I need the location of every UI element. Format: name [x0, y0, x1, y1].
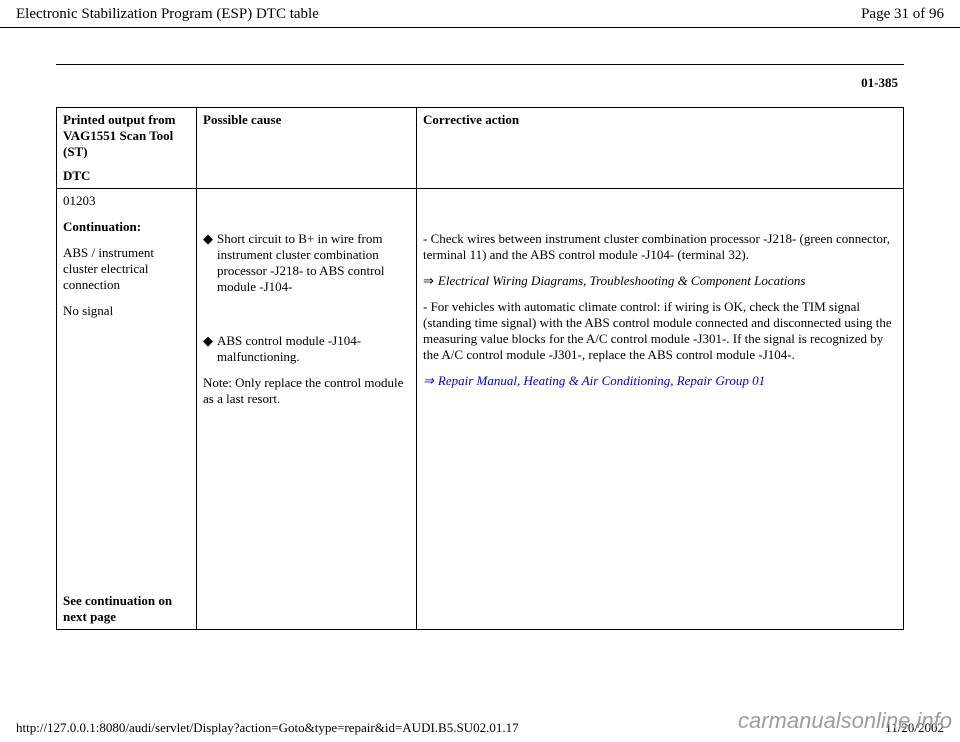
cause-note: Note: Only replace the control module as… — [203, 375, 410, 407]
ref-text-1: Electrical Wiring Diagrams, Troubleshoot… — [438, 273, 806, 289]
arrow-icon: ⇒ — [423, 373, 434, 389]
cell-left-bottom: See continuation on next page — [57, 589, 197, 630]
cause-bullet-1: ◆ Short circuit to B+ in wire from instr… — [203, 231, 410, 295]
cause-bullet-2: ◆ ABS control module -J104- malfunctioni… — [203, 333, 410, 365]
col-header-corrective-action: Corrective action — [417, 108, 904, 189]
cell-left: 01203 Continuation: ABS / instrument clu… — [57, 189, 197, 589]
left-desc-1: ABS / instrument cluster electrical conn… — [63, 245, 190, 293]
see-continuation: See continuation on next page — [63, 593, 190, 625]
page-reference: 01-385 — [56, 75, 904, 91]
cell-right: - Check wires between instrument cluster… — [417, 189, 904, 630]
footer-bar: http://127.0.0.1:8080/audi/servlet/Displ… — [0, 720, 960, 736]
left-desc-2: No signal — [63, 303, 190, 319]
cell-middle: ◆ Short circuit to B+ in wire from instr… — [197, 189, 417, 630]
table-row: 01203 Continuation: ABS / instrument clu… — [57, 189, 904, 589]
cause-text-2: ABS control module -J104- malfunctioning… — [217, 333, 410, 365]
top-rule — [56, 64, 904, 65]
action-1: - Check wires between instrument cluster… — [423, 231, 897, 263]
col-header-dtc: DTC — [57, 164, 197, 189]
ref-line-1: ⇒ Electrical Wiring Diagrams, Troublesho… — [423, 273, 897, 289]
cause-text-1: Short circuit to B+ in wire from instrum… — [217, 231, 410, 295]
content-area: 01-385 Printed output from VAG1551 Scan … — [0, 28, 960, 630]
dtc-code: 01203 — [63, 193, 190, 209]
arrow-icon: ⇒ — [423, 273, 434, 289]
page-title: Electronic Stabilization Program (ESP) D… — [16, 6, 319, 23]
diamond-bullet-icon: ◆ — [203, 231, 213, 295]
diamond-bullet-icon: ◆ — [203, 333, 213, 365]
col-header-possible-cause: Possible cause — [197, 108, 417, 189]
table-header-row: Printed output from VAG1551 Scan Tool (S… — [57, 108, 904, 165]
col-header-printed-output: Printed output from VAG1551 Scan Tool (S… — [57, 108, 197, 165]
header-bar: Electronic Stabilization Program (ESP) D… — [0, 0, 960, 28]
continuation-label: Continuation: — [63, 219, 190, 235]
ref-link-2[interactable]: Repair Manual, Heating & Air Conditionin… — [438, 373, 765, 389]
dtc-table: Printed output from VAG1551 Scan Tool (S… — [56, 107, 904, 630]
ref-line-2: ⇒ Repair Manual, Heating & Air Condition… — [423, 373, 897, 389]
page-indicator: Page 31 of 96 — [861, 6, 944, 23]
footer-date: 11/20/2002 — [885, 720, 944, 736]
footer-url: http://127.0.0.1:8080/audi/servlet/Displ… — [16, 720, 519, 736]
action-2: - For vehicles with automatic climate co… — [423, 299, 897, 363]
